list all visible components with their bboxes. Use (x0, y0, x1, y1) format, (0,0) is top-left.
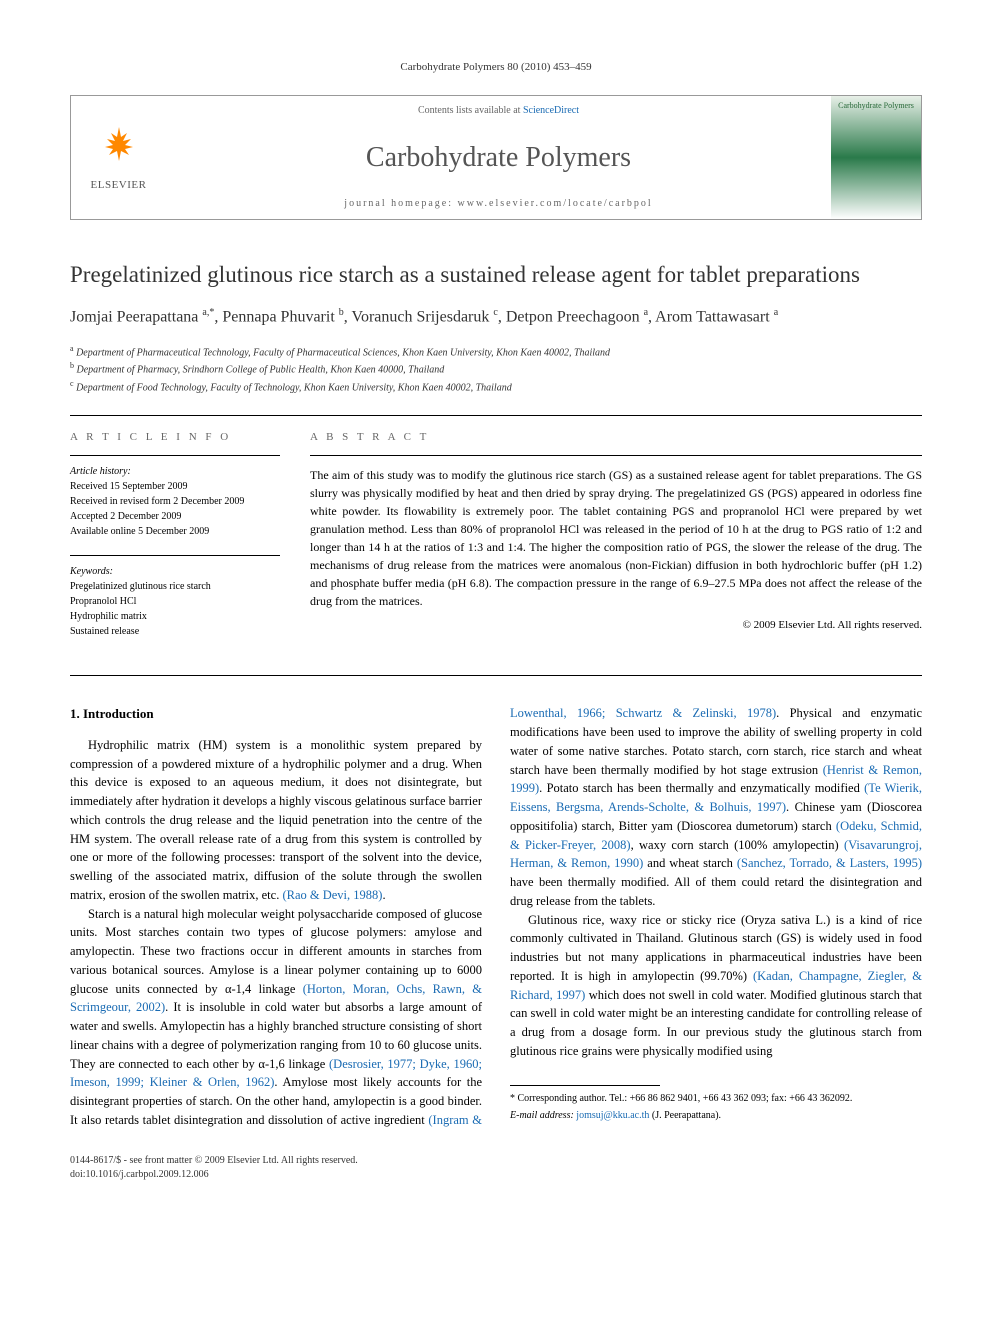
divider (310, 455, 922, 456)
journal-cover-thumb: Carbohydrate Polymers (831, 96, 921, 219)
history-line: Received in revised form 2 December 2009 (70, 494, 280, 509)
divider (70, 415, 922, 416)
citation-ref: (Sanchez, Torrado, & Lasters, 1995) (737, 856, 922, 870)
article-history: Article history: Received 15 September 2… (70, 464, 280, 539)
affiliation: c Department of Food Technology, Faculty… (70, 378, 922, 395)
keywords-block: Keywords: Pregelatinized glutinous rice … (70, 564, 280, 639)
publisher-logo: ELSEVIER (71, 96, 166, 219)
homepage-url: www.elsevier.com/locate/carbpol (458, 198, 653, 209)
history-label: Article history: (70, 464, 280, 479)
abstract-column: A B S T R A C T The aim of this study wa… (310, 430, 922, 655)
keyword: Pregelatinized glutinous rice starch (70, 579, 280, 594)
article-info-label: A R T I C L E I N F O (70, 430, 280, 445)
history-line: Accepted 2 December 2009 (70, 509, 280, 524)
citation: Carbohydrate Polymers 80 (2010) 453–459 (70, 60, 922, 75)
doi-line: doi:10.1016/j.carbpol.2009.12.006 (70, 1168, 358, 1182)
journal-homepage: journal homepage: www.elsevier.com/locat… (176, 197, 821, 211)
page-footer: 0144-8617/$ - see front matter © 2009 El… (70, 1154, 922, 1182)
journal-name: Carbohydrate Polymers (176, 138, 821, 177)
article-title: Pregelatinized glutinous rice starch as … (70, 260, 922, 290)
section-heading: 1. Introduction (70, 704, 482, 724)
keywords-label: Keywords: (70, 564, 280, 579)
email-label: E-mail address: (510, 1110, 576, 1121)
article-info-column: A R T I C L E I N F O Article history: R… (70, 430, 280, 655)
email-footnote: E-mail address: jomsuj@kku.ac.th (J. Pee… (510, 1109, 922, 1123)
keyword: Hydrophilic matrix (70, 609, 280, 624)
journal-header: ELSEVIER Contents lists available at Sci… (70, 95, 922, 220)
text: . (382, 888, 385, 902)
front-matter-line: 0144-8617/$ - see front matter © 2009 El… (70, 1154, 358, 1168)
paragraph: Glutinous rice, waxy rice or sticky rice… (510, 911, 922, 1061)
abstract-copyright: © 2009 Elsevier Ltd. All rights reserved… (310, 618, 922, 633)
citation-ref: (Rao & Devi, 1988) (282, 888, 382, 902)
paragraph: Hydrophilic matrix (HM) system is a mono… (70, 736, 482, 905)
affiliations: a Department of Pharmaceutical Technolog… (70, 343, 922, 395)
abstract-label: A B S T R A C T (310, 430, 922, 445)
divider (70, 455, 280, 456)
header-center: Contents lists available at ScienceDirec… (166, 96, 831, 219)
history-line: Available online 5 December 2009 (70, 524, 280, 539)
authors: Jomjai Peerapattana a,*, Pennapa Phuvari… (70, 306, 922, 329)
email-suffix: (J. Peerapattana). (649, 1110, 721, 1121)
history-line: Received 15 September 2009 (70, 479, 280, 494)
text: and wheat starch (643, 856, 737, 870)
cover-title: Carbohydrate Polymers (838, 102, 914, 111)
contents-prefix: Contents lists available at (418, 105, 523, 116)
text: . Potato starch has been thermally and e… (539, 781, 864, 795)
keyword: Propranolol HCl (70, 594, 280, 609)
footnote-divider (510, 1085, 660, 1086)
text: Hydrophilic matrix (HM) system is a mono… (70, 738, 482, 902)
affiliation: a Department of Pharmaceutical Technolog… (70, 343, 922, 360)
email-link[interactable]: jomsuj@kku.ac.th (576, 1110, 649, 1121)
text: , waxy corn starch (100% amylopectin) (631, 838, 844, 852)
text: have been thermally modified. All of the… (510, 875, 922, 908)
body-text: 1. Introduction Hydrophilic matrix (HM) … (70, 704, 922, 1129)
elsevier-tree-icon (97, 123, 141, 174)
keyword: Sustained release (70, 624, 280, 639)
contents-available: Contents lists available at ScienceDirec… (176, 104, 821, 118)
sciencedirect-link[interactable]: ScienceDirect (523, 105, 579, 116)
homepage-prefix: journal homepage: (344, 198, 457, 209)
publisher-name: ELSEVIER (91, 178, 147, 193)
divider (70, 555, 280, 556)
abstract-text: The aim of this study was to modify the … (310, 466, 922, 610)
divider (70, 675, 922, 676)
corresponding-author-footnote: * Corresponding author. Tel.: +66 86 862… (510, 1092, 922, 1106)
affiliation: b Department of Pharmacy, Srindhorn Coll… (70, 360, 922, 377)
